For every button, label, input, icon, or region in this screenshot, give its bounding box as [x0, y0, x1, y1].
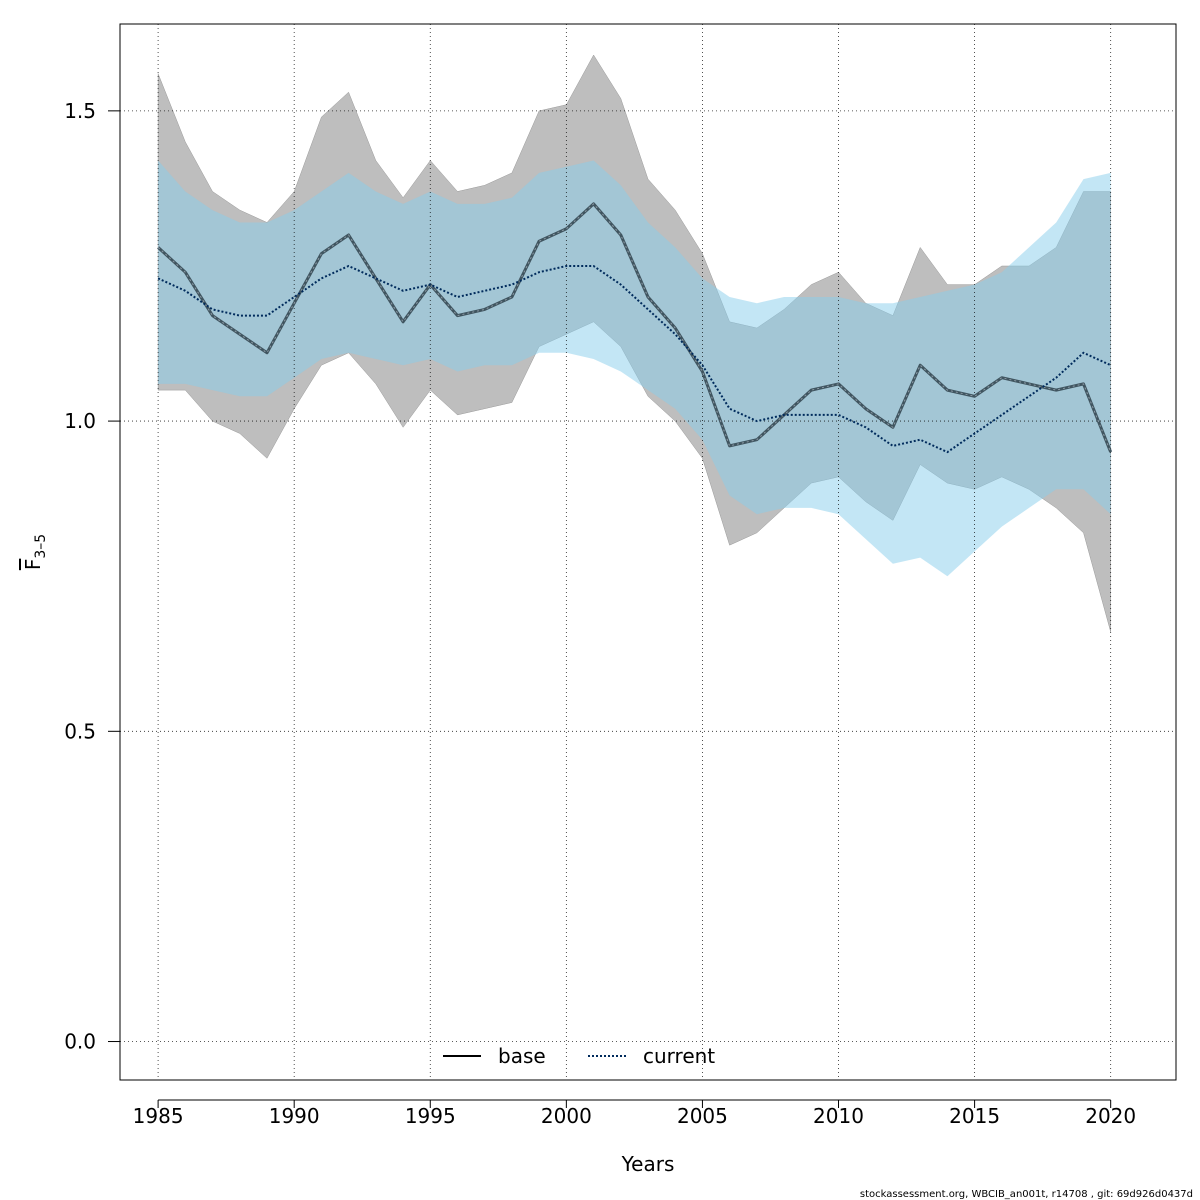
x-tick-label-1990: 1990: [269, 1104, 320, 1128]
y-tick-label-1.5: 1.5: [64, 99, 96, 123]
x-tick-label-2010: 2010: [813, 1104, 864, 1128]
x-axis-title: Years: [621, 1152, 675, 1176]
x-tick-label-1995: 1995: [405, 1104, 456, 1128]
series-lines: [157, 202, 1113, 454]
legend-label-base: base: [498, 1044, 546, 1068]
band-current: [158, 160, 1111, 577]
y-axis-title: F3–5: [21, 534, 49, 570]
y-axis-title-subscript: 3–5: [33, 534, 49, 559]
y-tick-label-1: 1.0: [64, 409, 96, 433]
line-base-highlight: [157, 203, 1112, 453]
x-tick-label-2005: 2005: [677, 1104, 728, 1128]
x-axis: 1985 1990 1995 2000 2005 2010 2015 2020: [133, 1099, 1136, 1128]
grid: [120, 24, 1176, 1080]
y-axis: 0.0 0.5 1.0 1.5: [64, 99, 120, 1054]
footer-note: stockassessment.org, WBCIB_an001t, r1470…: [860, 1189, 1193, 1200]
plot-frame: [119, 23, 1177, 1081]
x-tick-label-1985: 1985: [133, 1104, 184, 1128]
y-tick-label-0.5: 0.5: [64, 719, 96, 743]
y-axis-title-main: F: [21, 559, 45, 571]
x-tick-label-2000: 2000: [541, 1104, 592, 1128]
x-tick-label-2020: 2020: [1085, 1104, 1136, 1128]
x-tick-label-2015: 2015: [949, 1104, 1000, 1128]
svg-text:F3–5: F3–5: [21, 534, 49, 570]
legend: base current: [443, 1044, 715, 1068]
legend-label-current: current: [643, 1044, 715, 1068]
y-tick-label-0: 0.0: [64, 1030, 96, 1054]
confidence-bands: [157, 54, 1111, 633]
